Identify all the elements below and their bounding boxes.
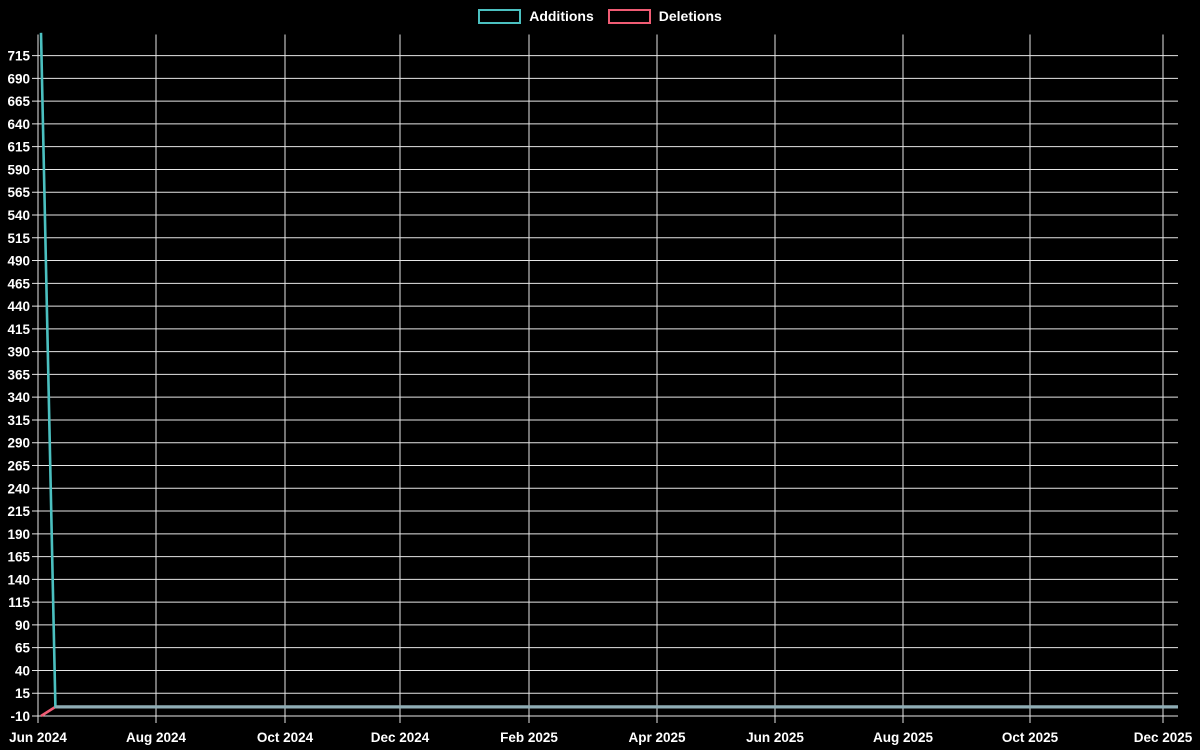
x-axis-tick-label: Jun 2025 <box>746 730 804 745</box>
y-axis-tick-label: 515 <box>7 231 30 246</box>
y-axis-tick-label: 490 <box>7 254 30 269</box>
y-axis-tick-label: 240 <box>7 481 30 496</box>
x-axis-tick-label: Aug 2024 <box>126 730 187 745</box>
y-axis-tick-label: 665 <box>7 94 30 109</box>
legend-label-deletions: Deletions <box>658 8 722 24</box>
x-axis-tick-label: Jun 2024 <box>9 730 67 745</box>
y-axis-tick-label: 265 <box>7 459 30 474</box>
y-axis-tick-label: 365 <box>7 367 30 382</box>
x-axis-tick-label: Feb 2025 <box>500 730 558 745</box>
x-axis-tick-label: Aug 2025 <box>873 730 934 745</box>
y-axis-tick-label: 140 <box>7 572 30 587</box>
y-axis-tick-label: 190 <box>7 527 30 542</box>
legend-item-deletions[interactable]: Deletions <box>607 8 722 24</box>
additions-swatch-icon <box>478 8 522 24</box>
y-axis-tick-label: 390 <box>7 345 30 360</box>
chart-legend: Additions Deletions <box>0 8 1200 24</box>
y-axis-tick-label: 115 <box>8 595 30 610</box>
y-axis-tick-label: 165 <box>7 550 30 565</box>
y-axis-tick-label: 415 <box>7 322 30 337</box>
legend-label-additions: Additions <box>529 8 594 24</box>
x-axis-tick-label: Dec 2025 <box>1134 730 1193 745</box>
y-axis-tick-label: 440 <box>7 299 30 314</box>
y-axis-tick-label: -10 <box>10 709 30 724</box>
y-axis-tick-label: 290 <box>7 436 30 451</box>
y-axis-tick-label: 715 <box>7 49 30 64</box>
y-axis-tick-label: 40 <box>15 663 30 678</box>
y-axis-tick-label: 215 <box>7 504 30 519</box>
x-axis-tick-label: Oct 2025 <box>1002 730 1059 745</box>
y-axis-tick-label: 465 <box>7 276 30 291</box>
deletions-swatch-icon <box>607 8 651 24</box>
x-axis-tick-label: Oct 2024 <box>257 730 314 745</box>
y-axis-tick-label: 590 <box>7 162 30 177</box>
y-axis-tick-label: 565 <box>7 185 30 200</box>
y-axis-tick-label: 640 <box>7 117 30 132</box>
x-axis-tick-label: Apr 2025 <box>628 730 686 745</box>
y-axis-tick-label: 15 <box>15 686 31 701</box>
y-axis-tick-label: 315 <box>7 413 30 428</box>
x-axis-tick-label: Dec 2024 <box>371 730 430 745</box>
legend-item-additions[interactable]: Additions <box>478 8 594 24</box>
y-axis-tick-label: 540 <box>7 208 30 223</box>
y-axis-tick-label: 615 <box>7 140 30 155</box>
y-axis-tick-label: 690 <box>7 71 30 86</box>
y-axis-tick-label: 65 <box>15 641 31 656</box>
series-line-additions <box>39 32 1178 709</box>
y-axis-tick-label: 340 <box>7 390 30 405</box>
y-axis-tick-label: 90 <box>15 618 30 633</box>
